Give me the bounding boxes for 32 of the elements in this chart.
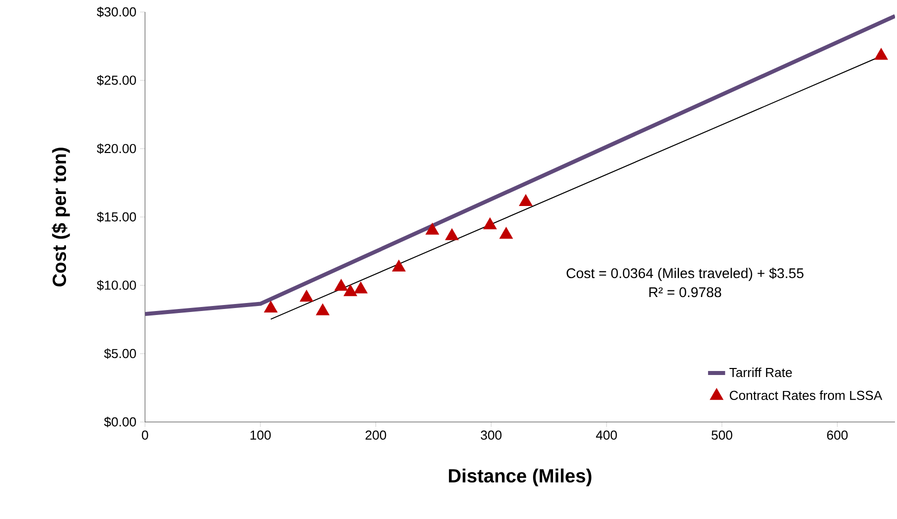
y-tick-label: $10.00	[96, 280, 136, 291]
legend-label: Tarriff Rate	[729, 368, 792, 378]
point	[483, 218, 497, 230]
y-tick-label: $25.00	[96, 75, 136, 86]
y-tick-label: $30.00	[96, 6, 136, 18]
point	[300, 290, 314, 302]
y-tick-label: $20.00	[96, 143, 136, 154]
annotation: R² = 0.9788	[649, 287, 722, 298]
point	[344, 284, 357, 296]
y-tick-label: $5.00	[104, 348, 136, 359]
x-tick-label: 300	[480, 430, 502, 440]
annotation: Cost = 0.0364 (Miles traveled) + $3.55	[566, 268, 804, 281]
point	[519, 194, 532, 206]
point	[334, 279, 348, 291]
point	[445, 228, 458, 240]
point	[392, 260, 406, 272]
point	[500, 227, 513, 239]
x-tick-label: 500	[712, 430, 732, 440]
point	[426, 223, 439, 235]
y-axis-title: Cost ($ per ton)	[52, 148, 70, 286]
x-tick-label: 600	[827, 430, 848, 440]
x-tick-label: 200	[366, 430, 386, 440]
x-tick-label: 100	[250, 430, 271, 440]
x-tick-label: 0	[142, 430, 148, 440]
y-tick-label: $15.00	[96, 212, 136, 222]
point	[354, 282, 368, 294]
point	[264, 301, 278, 313]
legend-label: Contract Rates from LSSA	[730, 390, 882, 400]
point	[316, 304, 330, 316]
x-axis-title: Distance (Miles)	[448, 468, 592, 486]
x-tick-label: 400	[596, 430, 617, 440]
y-tick-label: $0.00	[104, 416, 136, 428]
